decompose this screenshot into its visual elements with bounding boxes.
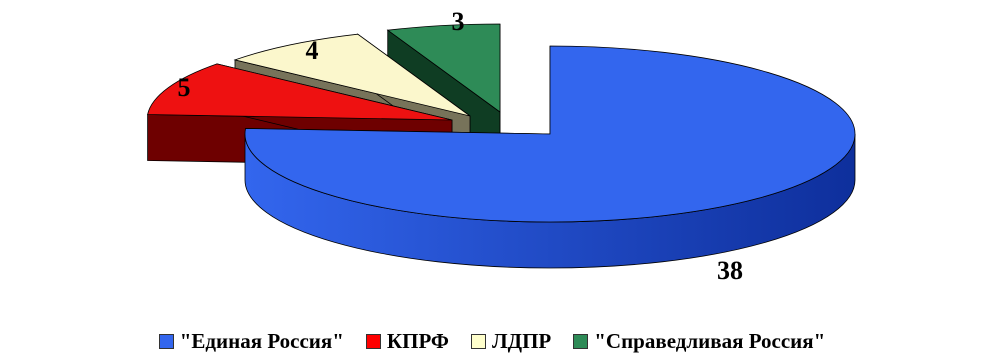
legend-swatch-kprf bbox=[365, 334, 381, 349]
data-label-kprf: 5 bbox=[178, 73, 191, 102]
pie-slice-edinaya-rossiya bbox=[244, 45, 856, 269]
pie-slice-top-spravedlivaya-rossiya bbox=[386, 23, 501, 113]
pie-data-labels: 38 5 4 3 bbox=[178, 7, 744, 285]
pie-slices bbox=[147, 23, 856, 269]
pie-slice-top-kprf bbox=[147, 63, 453, 121]
pie-slice-top-edinaya-rossiya bbox=[244, 45, 856, 223]
data-label-edinaya-rossiya: 38 bbox=[717, 256, 743, 285]
chart-legend: "Единая Россия" КПРФ ЛДПР "Справедливая … bbox=[0, 329, 984, 354]
legend-label-kprf: КПРФ bbox=[386, 329, 449, 353]
legend-swatch-ldpr bbox=[470, 334, 486, 349]
legend-label-ldpr: ЛДПР bbox=[491, 329, 552, 353]
legend-item-ldpr: ЛДПР bbox=[470, 329, 552, 354]
data-label-spravedlivaya-rossiya: 3 bbox=[452, 7, 465, 36]
legend-item-kprf: КПРФ bbox=[365, 329, 449, 354]
legend-item-edinaya-rossiya: "Единая Россия" bbox=[158, 329, 344, 354]
legend-label-spravedlivaya-rossiya: "Справедливая Россия" bbox=[594, 329, 826, 353]
data-label-ldpr: 4 bbox=[306, 36, 319, 65]
pie-slice-spravedlivaya-rossiya bbox=[386, 23, 501, 159]
legend-swatch-spravedlivaya-rossiya bbox=[573, 334, 589, 349]
pie-slice-top-ldpr bbox=[233, 33, 471, 117]
legend-item-spravedlivaya-rossiya: "Справедливая Россия" bbox=[573, 329, 825, 354]
legend-label-edinaya-rossiya: "Единая Россия" bbox=[179, 329, 344, 353]
legend-swatch-edinaya-rossiya bbox=[158, 334, 174, 349]
pie-chart: 38 5 4 3 bbox=[147, 7, 856, 285]
